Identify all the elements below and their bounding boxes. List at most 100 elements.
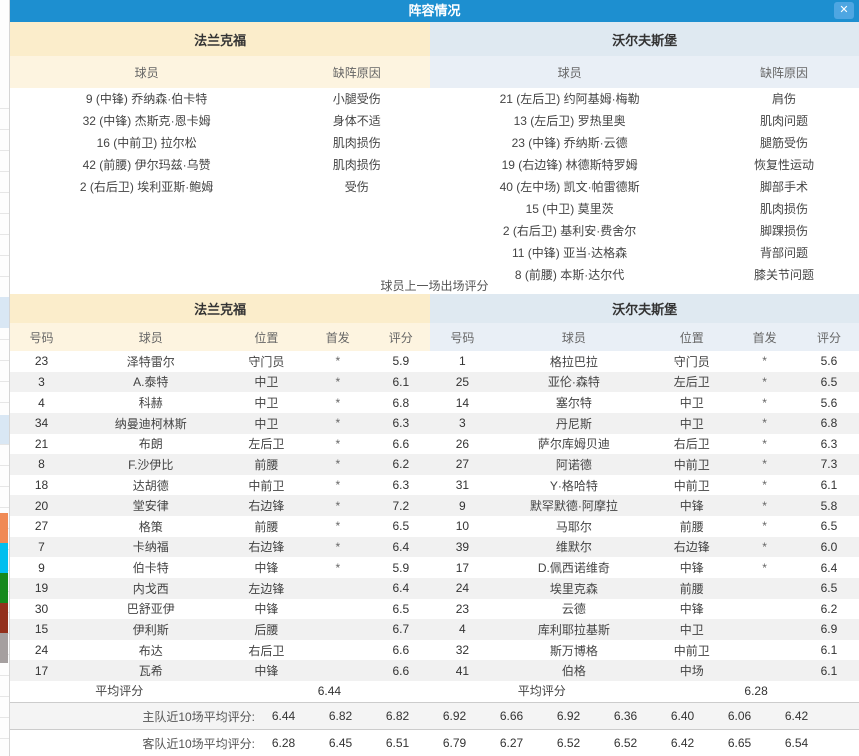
player-name: 巴舒亚伊 (126, 602, 175, 617)
player-number: 3 (38, 374, 45, 389)
player-position: 中卫 (254, 375, 279, 390)
player-position: 中前卫 (673, 457, 710, 472)
player-position: 中场 (679, 664, 704, 679)
color-block (0, 543, 8, 573)
player-row: 9 伯卡特 中锋 * 5.9 (10, 557, 430, 578)
player-position: 左边锋 (248, 581, 285, 596)
player-row: 34 纳曼迪柯林斯 中卫 * 6.3 (10, 412, 431, 434)
injury-player: 21 (左后卫) 约阿基姆·梅勒 (499, 92, 640, 106)
player-position: 中锋 (679, 561, 704, 576)
starter-mark: * (335, 457, 341, 472)
home-last10-label: 主队近10场平均评分: (142, 709, 255, 724)
player-number: 23 (34, 354, 49, 369)
player-number: 14 (455, 395, 470, 410)
injury-row: 40 (左中场) 凯文·帕雷德斯 脚部手术 (430, 176, 859, 198)
ratings-column-headers: 号码 球员 位置 首发 评分 号码 球员 位置 首发 评分 (10, 323, 859, 351)
player-row: 23 云德 中锋 6.2 (430, 599, 859, 620)
player-position: 中锋 (254, 602, 279, 617)
position-column-label: 位置 (254, 330, 279, 345)
player-number: 30 (34, 601, 49, 616)
injury-reason: 肌肉损伤 (332, 136, 381, 150)
player-row: 31 Y·格哈特 中前卫 * 6.1 (430, 475, 859, 496)
player-rating: 6.3 (820, 436, 838, 451)
injury-reason: 肌肉问题 (759, 114, 808, 128)
player-row: 20 堂安律 右边锋 * 7.2 (10, 495, 431, 516)
player-name: 泽特雷尔 (126, 354, 175, 369)
player-number: 32 (455, 643, 470, 658)
last10-rating-value: 6.54 (784, 736, 809, 750)
home-ratings-table: 23 泽特雷尔 守门员 * 5.9 3 A.泰特 中卫 * 6.1 4 科赫 中… (10, 351, 431, 681)
injury-player: 32 (中锋) 杰斯克·恩卡姆 (82, 114, 211, 128)
player-name: 布朗 (138, 437, 163, 452)
player-rating: 6.4 (392, 581, 410, 596)
number-column-label: 号码 (450, 330, 475, 345)
player-number: 27 (455, 457, 470, 472)
ratings-team-headers: 法兰克福 沃尔夫斯堡 (10, 294, 859, 323)
player-rating: 6.8 (392, 395, 410, 410)
away-ratings-table: 1 格拉巴拉 守门员 * 5.6 25 亚伦·森特 左后卫 * 6.5 14 塞… (430, 351, 859, 681)
last10-rating-value: 6.65 (727, 736, 752, 750)
player-number: 4 (38, 395, 45, 410)
player-row: 3 丹尼斯 中卫 * 6.8 (430, 412, 859, 434)
player-rating: 6.2 (392, 457, 410, 472)
player-position: 右后卫 (248, 643, 285, 658)
injury-row: 13 (左后卫) 罗热里奥 肌肉问题 (430, 110, 859, 132)
close-button[interactable]: ✕ (834, 2, 854, 19)
player-name: 丹尼斯 (555, 416, 592, 431)
player-position: 中锋 (679, 499, 704, 514)
player-number: 26 (455, 436, 470, 451)
injury-player: 9 (中锋) 乔纳森·伯卡特 (85, 92, 208, 106)
player-row: 18 达胡德 中前卫 * 6.3 (10, 475, 430, 496)
starter-mark: * (762, 395, 767, 410)
starter-mark: * (762, 519, 767, 534)
home-player-column-label: 球员 (134, 65, 159, 80)
injury-player: 15 (中卫) 莫里茨 (525, 202, 614, 216)
player-position: 中卫 (679, 622, 704, 637)
player-number: 25 (455, 374, 470, 389)
last10-rating-value: 6.28 (271, 736, 296, 750)
starter-mark: * (335, 436, 341, 451)
last10-rating-value: 6.92 (442, 709, 467, 723)
player-number: 34 (34, 416, 49, 431)
last10-rating-value: 6.27 (499, 736, 524, 750)
player-number: 27 (34, 519, 49, 534)
last10-rating-value: 6.06 (727, 709, 752, 723)
player-name: 堂安律 (132, 499, 169, 514)
starter-mark: * (335, 498, 341, 513)
player-rating: 6.3 (392, 416, 410, 431)
player-position: 中前卫 (673, 643, 710, 658)
player-rating: 6.6 (392, 663, 410, 678)
color-block (0, 513, 8, 543)
ratings-section-title: 球员上一场出场评分 (380, 279, 489, 293)
injury-row: 2 (右后卫) 埃利亚斯·鲍姆 受伤 (10, 176, 430, 198)
background-page-strip (0, 0, 10, 756)
number-column-label: 号码 (29, 330, 54, 345)
player-name: 塞尔特 (555, 396, 592, 411)
player-name: F.沙伊比 (128, 457, 174, 472)
starter-mark: * (335, 374, 341, 389)
ratings-tables: 23 泽特雷尔 守门员 * 5.9 3 A.泰特 中卫 * 6.1 4 科赫 中… (10, 351, 859, 681)
injury-reason: 肌肉损伤 (332, 158, 381, 172)
player-rating: 5.8 (820, 498, 838, 513)
player-position: 中前卫 (673, 478, 710, 493)
player-rating: 6.1 (392, 374, 410, 389)
player-number: 18 (34, 478, 49, 493)
player-row: 3 A.泰特 中卫 * 6.1 (10, 371, 431, 393)
player-rating: 6.6 (392, 436, 410, 451)
player-position: 后腰 (254, 622, 279, 637)
player-name: 瓦希 (138, 664, 163, 679)
injury-row: 15 (中卫) 莫里茨 肌肉损伤 (430, 198, 859, 220)
player-row: 32 斯万博格 中前卫 6.1 (430, 640, 859, 661)
player-rating: 6.5 (392, 519, 410, 534)
injury-reason: 背部问题 (759, 246, 808, 260)
player-position: 中锋 (679, 602, 704, 617)
player-position: 中卫 (254, 416, 279, 431)
injury-row: 9 (中锋) 乔纳森·伯卡特 小腿受伤 (10, 88, 430, 110)
player-number: 24 (455, 581, 470, 596)
home-reason-column-label: 缺阵原因 (332, 65, 381, 80)
away-team-name: 沃尔夫斯堡 (430, 294, 859, 323)
player-number: 9 (38, 560, 45, 575)
player-position: 前腰 (254, 457, 279, 472)
rating-column-label: 评分 (816, 330, 841, 345)
